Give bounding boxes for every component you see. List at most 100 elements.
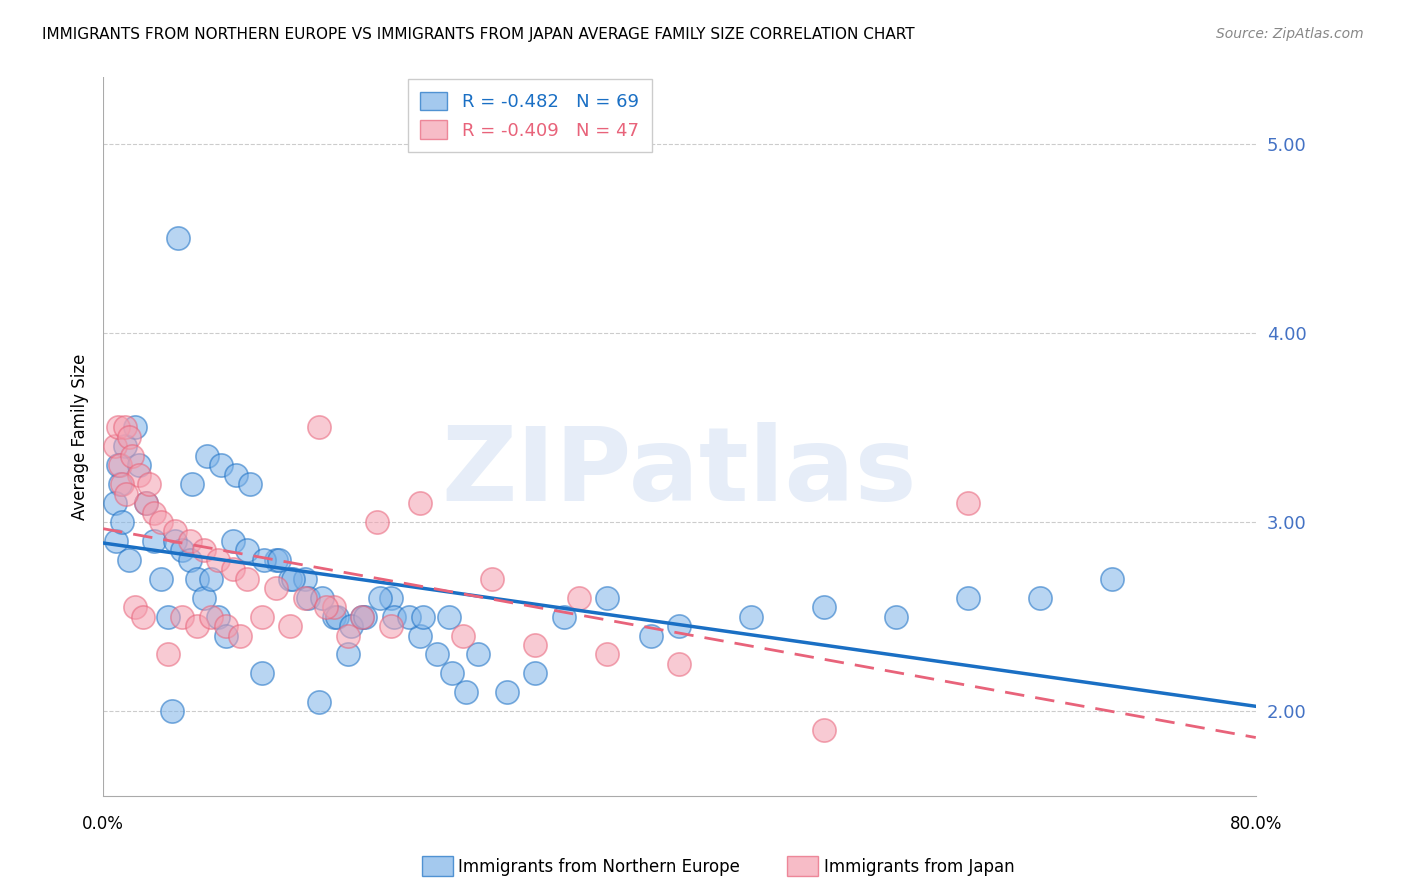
Text: Immigrants from Northern Europe: Immigrants from Northern Europe <box>458 858 740 876</box>
Text: 80.0%: 80.0% <box>1230 815 1282 833</box>
Point <box>110 458 132 473</box>
Point <box>884 609 907 624</box>
Point <box>453 628 475 642</box>
Point <box>200 572 222 586</box>
Point <box>214 628 236 642</box>
Point <box>325 609 347 624</box>
Point <box>412 609 434 624</box>
Point <box>107 420 129 434</box>
Point <box>179 533 201 548</box>
Point <box>524 638 547 652</box>
Point <box>236 543 259 558</box>
Point <box>162 704 184 718</box>
Point <box>250 609 273 624</box>
Point <box>352 609 374 624</box>
Point <box>193 591 215 605</box>
Point <box>596 648 619 662</box>
Point <box>124 420 146 434</box>
Point <box>214 619 236 633</box>
Point <box>104 439 127 453</box>
Point <box>568 591 591 605</box>
Point <box>115 486 138 500</box>
Point <box>322 600 344 615</box>
Point <box>118 553 141 567</box>
Point <box>104 496 127 510</box>
Point <box>409 496 432 510</box>
Point <box>1028 591 1050 605</box>
Point <box>294 591 316 605</box>
Point <box>437 609 460 624</box>
Point <box>553 609 575 624</box>
Point <box>283 572 305 586</box>
Point <box>167 231 190 245</box>
Point <box>179 553 201 567</box>
Point <box>467 648 489 662</box>
Point <box>225 467 247 482</box>
Point <box>128 458 150 473</box>
Point <box>956 591 979 605</box>
Point <box>253 553 276 567</box>
Point <box>398 609 420 624</box>
Point <box>264 581 287 595</box>
Point <box>481 572 503 586</box>
Point <box>172 609 194 624</box>
Point <box>440 666 463 681</box>
Point <box>337 648 360 662</box>
Point <box>640 628 662 642</box>
Point <box>193 543 215 558</box>
Point <box>142 506 165 520</box>
Point <box>813 600 835 615</box>
Text: Source: ZipAtlas.com: Source: ZipAtlas.com <box>1216 27 1364 41</box>
Point <box>107 458 129 473</box>
Point <box>382 609 405 624</box>
Point <box>337 628 360 642</box>
Point <box>142 533 165 548</box>
Point <box>354 609 377 624</box>
Point <box>308 695 330 709</box>
Point <box>110 477 132 491</box>
Point <box>250 666 273 681</box>
Point <box>121 449 143 463</box>
Point <box>456 685 478 699</box>
Point <box>294 572 316 586</box>
Point <box>352 609 374 624</box>
Point <box>135 496 157 510</box>
Point <box>368 591 391 605</box>
Point <box>366 515 388 529</box>
Point <box>111 515 134 529</box>
Point <box>132 609 155 624</box>
Text: ZIPatlas: ZIPatlas <box>441 422 917 524</box>
Point <box>105 533 128 548</box>
Point <box>114 420 136 434</box>
Point <box>956 496 979 510</box>
Point <box>297 591 319 605</box>
Point <box>156 648 179 662</box>
Point <box>186 619 208 633</box>
Point <box>668 657 690 671</box>
Point <box>267 553 290 567</box>
Point <box>138 477 160 491</box>
Point <box>340 619 363 633</box>
Point <box>596 591 619 605</box>
Point <box>209 458 232 473</box>
Point <box>181 477 204 491</box>
Point <box>114 439 136 453</box>
Point <box>308 420 330 434</box>
Point <box>200 609 222 624</box>
Y-axis label: Average Family Size: Average Family Size <box>72 354 89 520</box>
Point <box>207 553 229 567</box>
Point <box>322 609 344 624</box>
Point <box>111 477 134 491</box>
Point <box>380 619 402 633</box>
Point <box>128 467 150 482</box>
Point <box>1101 572 1123 586</box>
Point <box>165 533 187 548</box>
Point <box>524 666 547 681</box>
Point <box>495 685 517 699</box>
Point <box>186 572 208 586</box>
Point <box>264 553 287 567</box>
Point <box>239 477 262 491</box>
Point <box>315 600 337 615</box>
Point <box>207 609 229 624</box>
Point <box>135 496 157 510</box>
